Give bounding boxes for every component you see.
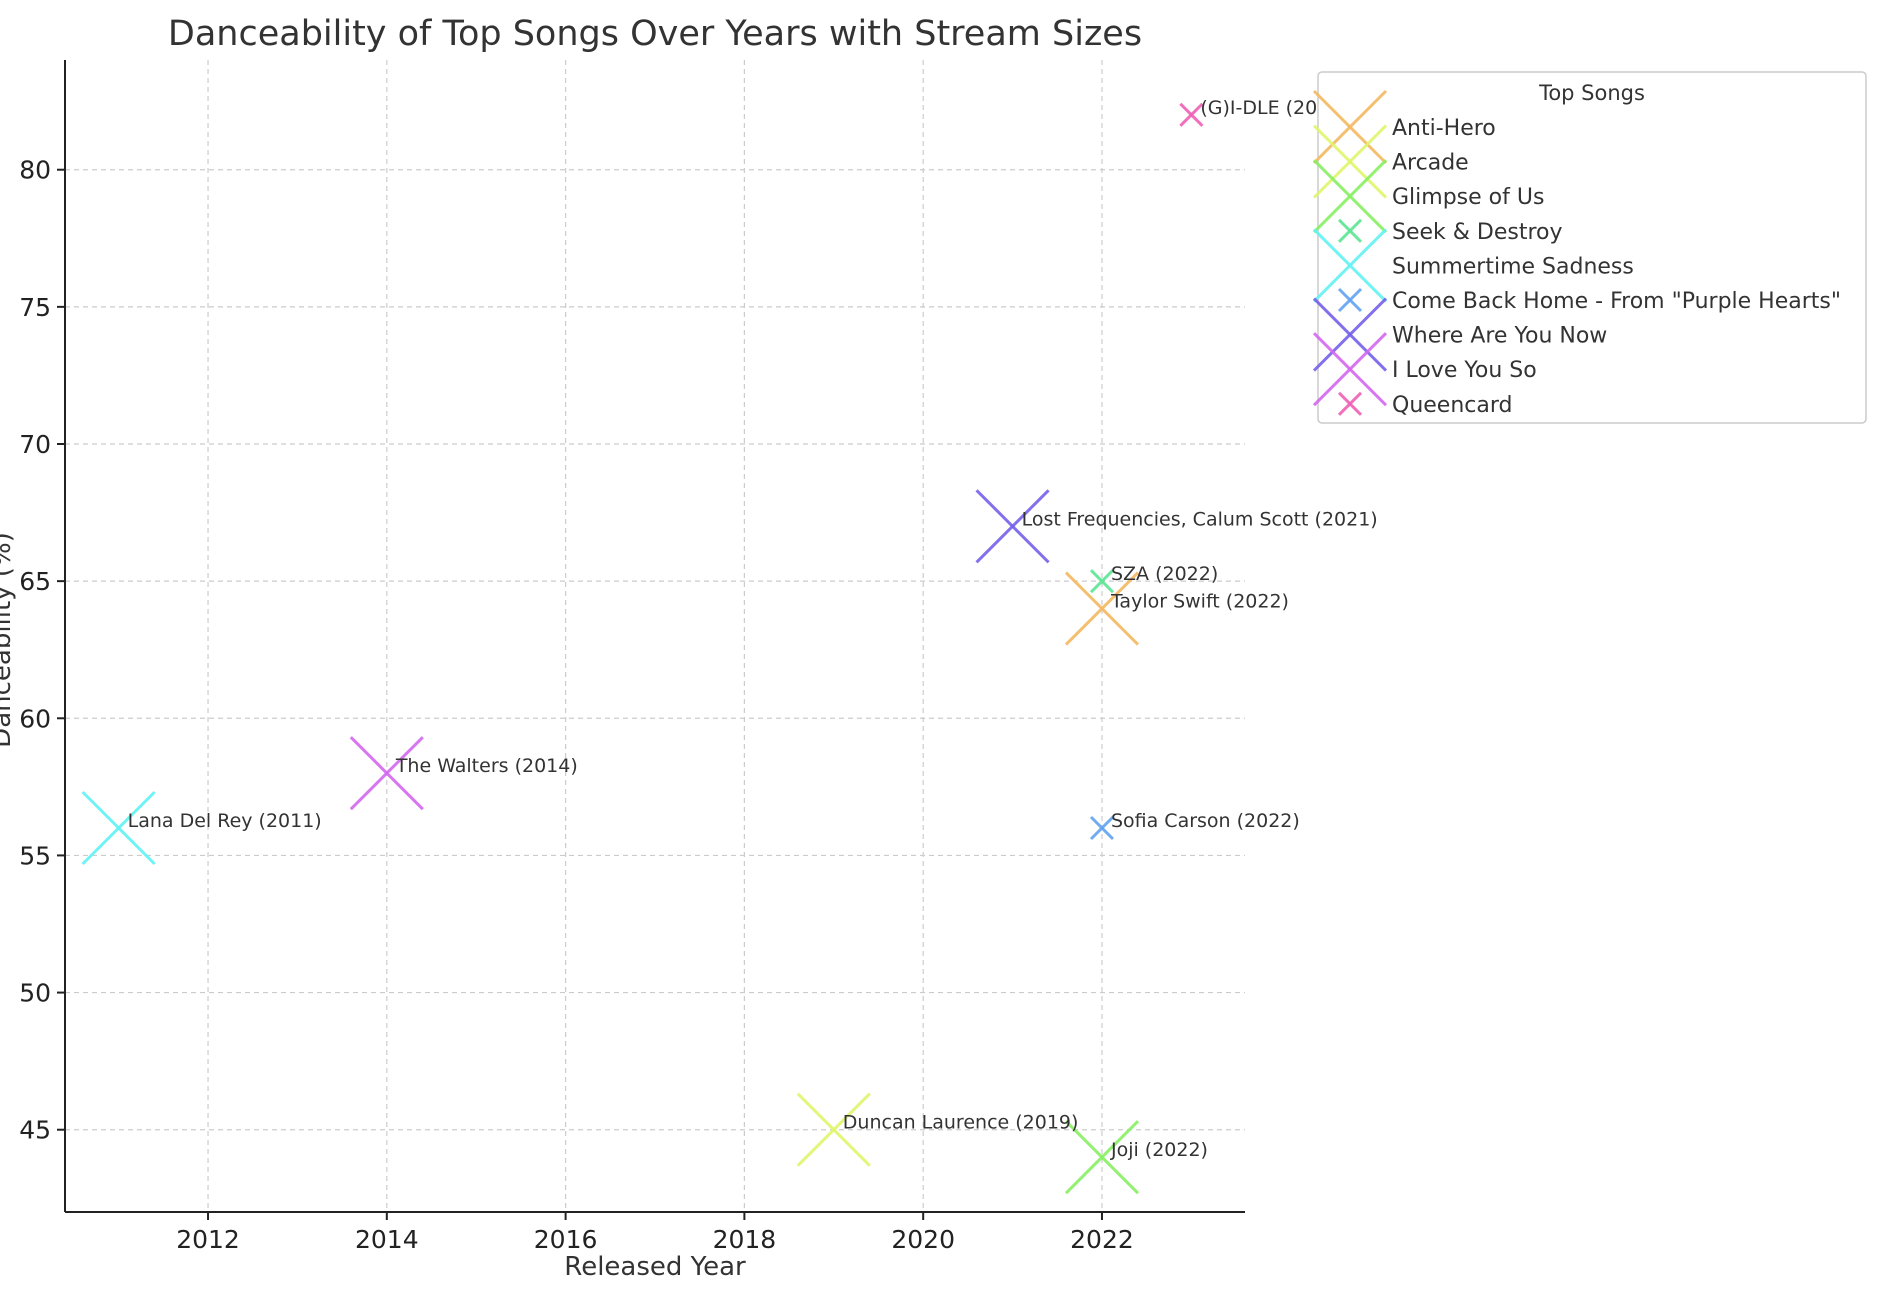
- marker-stroke: [349, 736, 424, 811]
- y-tick-label: 50: [19, 979, 51, 1008]
- marker-stroke: [1179, 102, 1204, 127]
- legend-label: Glimpse of Us: [1392, 185, 1544, 210]
- data-point-label: Lana Del Rey (2011): [128, 810, 322, 832]
- grid: [65, 60, 1245, 1212]
- data-point-label: Duncan Laurence (2019): [843, 1112, 1079, 1134]
- chart-title: Danceability of Top Songs Over Years wit…: [168, 14, 1142, 54]
- data-point-label: Joji (2022): [1110, 1139, 1208, 1161]
- legend-label: Where Are You Now: [1392, 324, 1607, 349]
- data-point-marker: [1089, 569, 1115, 594]
- legend-marker: [1337, 287, 1363, 313]
- data-point-marker: [1064, 571, 1140, 646]
- x-tick-label: 2020: [891, 1225, 955, 1254]
- data-point-label: The Walters (2014): [395, 755, 578, 777]
- point-labels: Taylor Swift (2022) Duncan Laurence (2019…: [128, 97, 1378, 1161]
- legend-item: Come Back Home - From "Purple Hearts": [1337, 287, 1841, 314]
- legend-box: [1317, 71, 1867, 424]
- marker-stroke: [1064, 1120, 1140, 1195]
- legend-item: Glimpse of Us: [1312, 159, 1544, 234]
- y-tick-label: 55: [19, 841, 51, 870]
- legend-marker: [1337, 391, 1363, 416]
- y-tick-label: 65: [19, 567, 51, 596]
- marker-stroke: [1089, 569, 1115, 594]
- legend-title: Top Songs: [1538, 81, 1645, 105]
- data-point-marker: [1064, 1120, 1140, 1195]
- data-point-label: Sofia Carson (2022): [1111, 810, 1300, 832]
- marker-stroke: [975, 489, 1050, 564]
- legend-label: Come Back Home - From "Purple Hearts": [1392, 289, 1841, 314]
- legend-marker: [1312, 159, 1388, 234]
- data-point-label: (G)I-DLE (2023): [1200, 97, 1348, 119]
- legend-label: Queencard: [1392, 393, 1512, 418]
- legend-item: Summertime Sadness: [1312, 228, 1634, 303]
- legend-marker: [1312, 332, 1388, 407]
- axes: [64, 60, 1245, 1213]
- legend: Top Songs Anti-Hero Arcade Glimpse of Us Se…: [1312, 71, 1867, 424]
- data-point-marker: [1089, 815, 1115, 841]
- x-axis-label: Released Year: [564, 1252, 746, 1282]
- x-tick-label: 2016: [534, 1225, 598, 1254]
- y-tick-label: 45: [19, 1116, 51, 1145]
- data-point-marker: [1179, 102, 1204, 127]
- legend-label: Seek & Destroy: [1392, 220, 1563, 245]
- x-tick-label: 2012: [176, 1225, 240, 1254]
- legend-item: I Love You So: [1312, 332, 1537, 407]
- x-tick-label: 2018: [713, 1225, 777, 1254]
- data-point-label: Taylor Swift (2022): [1110, 591, 1289, 613]
- marker-stroke: [81, 790, 156, 866]
- legend-label: I Love You So: [1392, 358, 1537, 383]
- y-tick-label: 60: [19, 704, 51, 733]
- marker-stroke: [1089, 815, 1115, 841]
- y-axis-label: Danceability (%): [0, 532, 17, 748]
- data-point-marker: [796, 1092, 871, 1167]
- x-tick-label: 2022: [1070, 1225, 1134, 1254]
- y-tick-label: 70: [19, 430, 51, 459]
- legend-label: Summertime Sadness: [1392, 254, 1634, 279]
- y-tick-label: 80: [19, 156, 51, 185]
- legend-item: Anti-Hero: [1312, 89, 1496, 165]
- legend-item: Where Are You Now: [1312, 297, 1607, 372]
- legend-marker: [1312, 89, 1388, 165]
- legend-marker: [1312, 124, 1388, 199]
- legend-marker: [1312, 228, 1388, 303]
- y-tick-label: 75: [19, 293, 51, 322]
- marker-stroke: [796, 1092, 871, 1167]
- legend-label: Anti-Hero: [1392, 116, 1496, 141]
- x-tick-label: 2014: [355, 1225, 419, 1254]
- legend-items: Anti-Hero Arcade Glimpse of Us Seek & Destr…: [1312, 89, 1841, 418]
- data-point-marker: [349, 736, 424, 811]
- data-point-label: SZA (2022): [1111, 563, 1218, 585]
- ticks: 2012 2014 2016 2018 2020 2022 45 50 55 60 65 70 75 80: [19, 156, 1134, 1254]
- legend-item: Seek & Destroy: [1337, 218, 1563, 245]
- legend-marker: [1312, 297, 1388, 372]
- markers: [81, 102, 1204, 1195]
- legend-marker: [1337, 218, 1363, 243]
- data-point-marker: [975, 489, 1050, 564]
- legend-label: Arcade: [1392, 151, 1469, 176]
- data-point-label: Lost Frequencies, Calum Scott (2021): [1022, 508, 1378, 530]
- data-point-marker: [81, 790, 156, 866]
- legend-item: Queencard: [1337, 391, 1512, 418]
- marker-stroke: [1064, 571, 1140, 646]
- legend-item: Arcade: [1312, 124, 1469, 199]
